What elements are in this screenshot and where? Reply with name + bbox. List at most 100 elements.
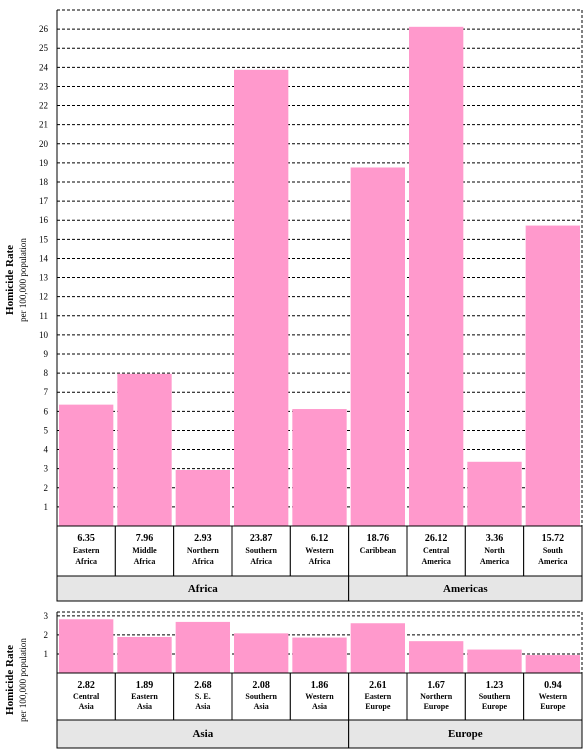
- category-label: America: [422, 557, 451, 566]
- category-label: Asia: [312, 702, 327, 711]
- table-cell: [523, 672, 583, 721]
- data-label: 1.86: [311, 680, 329, 691]
- y-tick-label: 26: [39, 24, 49, 34]
- table-cell: [348, 525, 408, 577]
- data-label: 2.93: [194, 533, 212, 544]
- category-label: Eastern: [131, 692, 158, 701]
- category-label: Africa: [134, 557, 156, 566]
- category-label: Southern: [479, 692, 511, 701]
- group-label: Africa: [188, 583, 218, 595]
- category-label: Africa: [192, 557, 214, 566]
- category-label: America: [480, 557, 509, 566]
- data-label: 2.61: [369, 680, 387, 691]
- category-label: Central: [73, 692, 100, 701]
- bar-central-asia: [59, 619, 114, 673]
- y-tick-label: 16: [39, 215, 49, 225]
- bar-western-asia: [292, 637, 347, 673]
- y-tick-label: 23: [39, 81, 49, 91]
- category-label: Asia: [195, 702, 210, 711]
- data-label: 2.82: [77, 680, 95, 691]
- y-tick-label: 12: [39, 292, 48, 302]
- bar-middle-africa: [117, 373, 172, 526]
- group-label: Americas: [443, 583, 488, 595]
- group-cell: [348, 719, 583, 749]
- y-axis-title: Homicide Rate: [4, 245, 16, 315]
- category-label: Caribbean: [360, 546, 397, 555]
- data-label: 3.36: [486, 533, 504, 544]
- group-cell: [56, 719, 350, 749]
- data-label: 23.87: [250, 533, 273, 544]
- y-tick-label: 18: [39, 177, 49, 187]
- category-label: Asia: [254, 702, 269, 711]
- bar-eastern-asia: [117, 636, 172, 673]
- bar-eastern-africa: [59, 404, 114, 526]
- group-cell: [56, 575, 350, 602]
- y-axis-subtitle: per 100,000 population: [18, 238, 28, 322]
- y-tick-label: 8: [44, 368, 49, 378]
- data-label: 15.72: [542, 533, 565, 544]
- table-cell: [348, 672, 408, 721]
- data-label: 18.76: [367, 533, 390, 544]
- bar-northern-africa: [175, 470, 230, 526]
- table-cell: [56, 672, 116, 721]
- y-tick-label: 19: [39, 158, 49, 168]
- y-tick-label: 17: [39, 196, 49, 206]
- category-label: Northern: [420, 692, 453, 701]
- category-label: Europe: [482, 702, 508, 711]
- bar-southern-africa: [234, 69, 289, 526]
- y-axis-title: Homicide Rate: [4, 645, 16, 715]
- category-label: Africa: [309, 557, 331, 566]
- table-cell: [173, 525, 233, 577]
- category-label: Africa: [250, 557, 272, 566]
- data-label: 1.67: [427, 680, 445, 691]
- data-label: 1.89: [136, 680, 154, 691]
- data-label: 6.35: [77, 533, 95, 544]
- data-label: 0.94: [544, 680, 562, 691]
- group-cell: [348, 575, 583, 602]
- table-cell: [406, 672, 466, 721]
- y-tick-label: 25: [39, 43, 49, 53]
- y-tick-label: 13: [39, 273, 49, 283]
- category-label: S. E.: [195, 692, 211, 701]
- category-label: Eastern: [364, 692, 391, 701]
- bar-southern-europe: [467, 649, 522, 673]
- category-label: Southern: [245, 692, 277, 701]
- group-label: Asia: [192, 728, 213, 740]
- category-label: Africa: [75, 557, 97, 566]
- table-cell: [464, 525, 525, 577]
- y-tick-label: 2: [44, 483, 49, 493]
- group-label: Europe: [448, 728, 483, 740]
- category-label: Europe: [424, 702, 450, 711]
- y-tick-label: 7: [44, 387, 49, 397]
- y-tick-label: 5: [44, 425, 49, 435]
- bar-north-america: [467, 461, 522, 526]
- category-label: Asia: [79, 702, 94, 711]
- table-cell: [114, 525, 175, 577]
- chart-panel-1: Homicide Rate per 100,000 population12345…: [4, 9, 583, 602]
- y-tick-label: 14: [39, 253, 49, 263]
- y-tick-label: 10: [39, 330, 49, 340]
- category-label: Central: [423, 546, 450, 555]
- category-label: North: [484, 546, 505, 555]
- bar-northern-europe: [409, 641, 464, 673]
- y-tick-label: 6: [44, 406, 49, 416]
- category-label: Eastern: [73, 546, 100, 555]
- y-tick-label: 21: [39, 120, 48, 130]
- bar-central-america: [409, 26, 464, 526]
- y-tick-label: 24: [39, 62, 49, 72]
- category-label: Western: [539, 692, 568, 701]
- y-tick-label: 2: [44, 630, 49, 640]
- y-tick-label: 1: [44, 649, 49, 659]
- category-label: Middle: [132, 546, 157, 555]
- table-cell: [464, 672, 525, 721]
- category-label: Western: [305, 546, 334, 555]
- bar-western-africa: [292, 409, 347, 526]
- table-cell: [406, 525, 466, 577]
- category-label: America: [538, 557, 567, 566]
- chart-panel-2: Homicide Rate per 100,000 population 1 2 3 2.…: [4, 611, 583, 749]
- bar-eastern-europe: [350, 623, 405, 673]
- data-label: 26.12: [425, 533, 448, 544]
- y-tick-label: 9: [44, 349, 49, 359]
- y-tick-label: 3: [44, 464, 49, 474]
